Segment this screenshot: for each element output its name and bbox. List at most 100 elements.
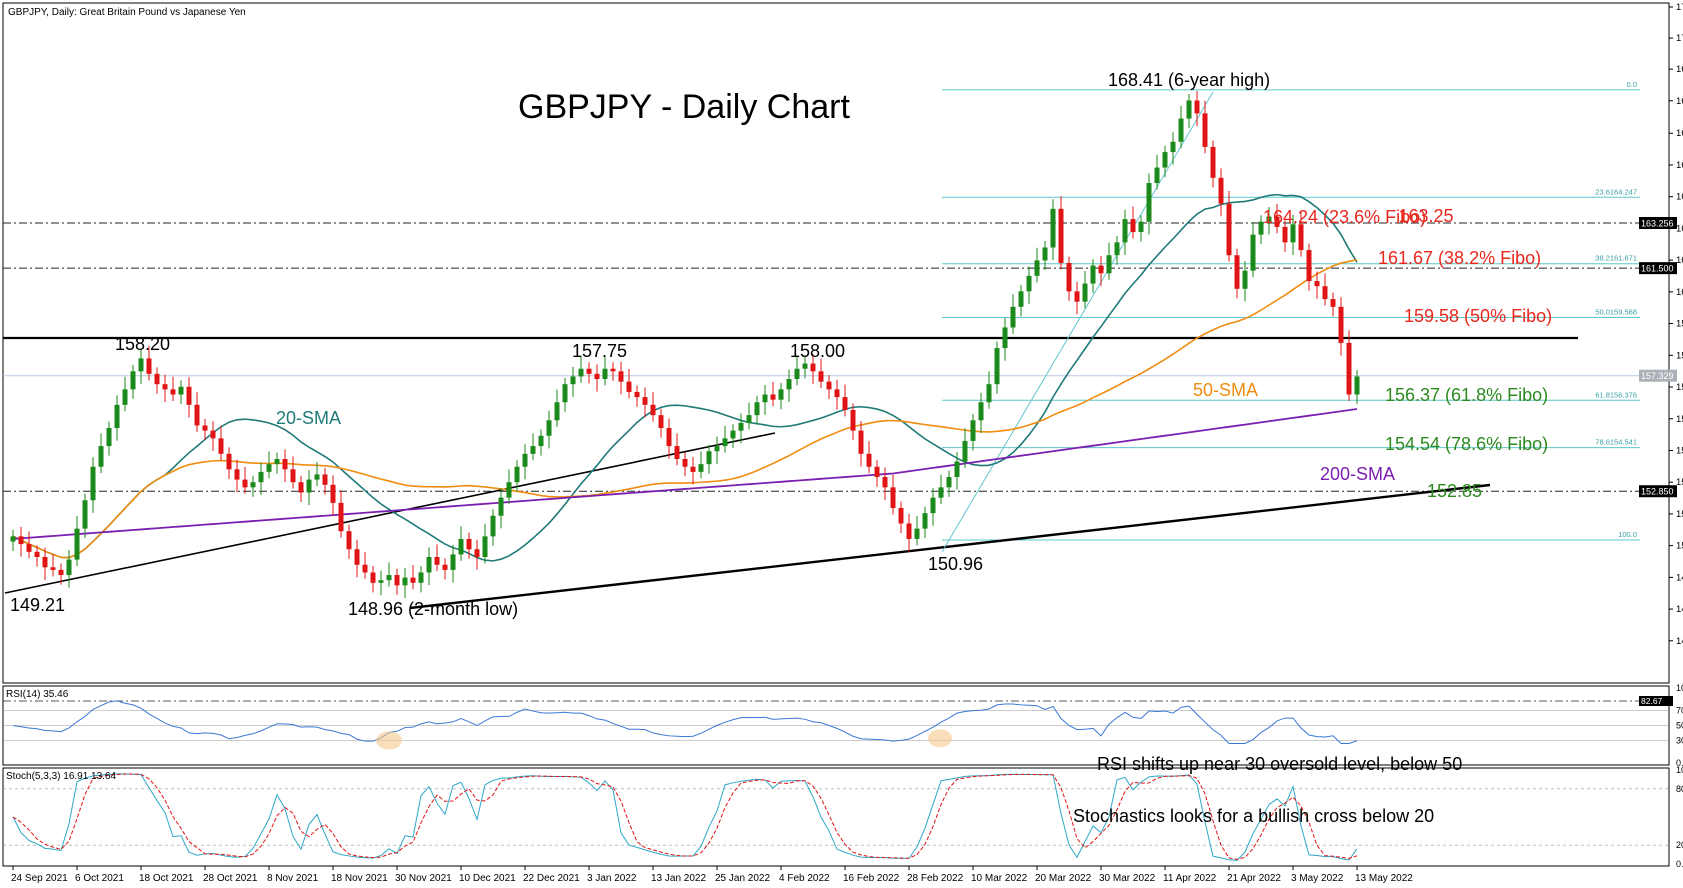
level-tag: 161.500 — [1641, 264, 1674, 274]
candle — [322, 474, 328, 485]
current-price-tag: 157.329 — [1641, 371, 1674, 381]
candle — [1210, 146, 1216, 178]
candle — [1186, 100, 1192, 119]
price-tick-label: 163.040 — [1676, 223, 1683, 234]
candle — [458, 538, 464, 555]
candle — [970, 420, 976, 441]
candle — [1082, 283, 1088, 302]
date-tick-label: 28 Feb 2022 — [907, 873, 964, 884]
candle — [810, 363, 816, 372]
annotation-6-year-high: 168.41 (6-year high) — [1108, 70, 1270, 90]
candle — [674, 446, 680, 459]
fibo-tag-50.0: 50.0159.588 — [1595, 307, 1637, 316]
note-fibo-78-6: 154.54 (78.6% Fibo) — [1385, 434, 1548, 454]
stochastic-title: Stoch(5,3,3) 16.91 13.64 — [6, 771, 117, 782]
candle — [1258, 221, 1264, 235]
candle — [1074, 291, 1080, 302]
rsi-title: RSI(14) 35.46 — [6, 689, 69, 700]
candle — [794, 368, 800, 380]
candle — [402, 577, 408, 586]
fibo-tag-38.2: 38.2161.671 — [1595, 254, 1637, 263]
candle — [1298, 224, 1304, 251]
label-20-sma: 20-SMA — [276, 408, 341, 428]
candle — [602, 368, 608, 380]
candle — [1330, 299, 1336, 307]
candle — [570, 376, 576, 385]
candle — [1274, 216, 1280, 227]
candle — [842, 397, 848, 410]
candle — [314, 474, 320, 480]
candle — [1122, 219, 1128, 243]
stochastic-indicator: 100.00 80.00 20.00 0.00 — [3, 765, 1683, 869]
candle — [962, 440, 968, 462]
candle — [658, 415, 664, 429]
candle — [946, 477, 952, 488]
date-tick-label: 10 Dec 2021 — [459, 873, 516, 884]
candle — [858, 430, 864, 454]
candle — [634, 391, 640, 398]
candle — [738, 422, 744, 431]
candle — [426, 556, 432, 573]
rsi-note: RSI shifts up near 30 oversold level, be… — [1097, 754, 1462, 774]
candle — [1130, 219, 1136, 233]
price-tick-label: 158.120 — [1676, 350, 1683, 361]
candle — [1010, 306, 1016, 328]
candle — [578, 368, 584, 377]
candle — [234, 469, 240, 480]
candle — [242, 479, 248, 488]
symbol-header: GBPJPY, Daily: Great Britain Pound vs Ja… — [8, 7, 246, 18]
rsi-oversold-marker — [928, 729, 952, 748]
candle — [586, 368, 592, 374]
sma-200-line — [12, 408, 1358, 540]
candle — [1050, 208, 1056, 248]
date-tick-label: 28 Oct 2021 — [203, 873, 258, 884]
candle — [266, 464, 272, 472]
fibo-tag-78.6: 78.6154.541 — [1595, 438, 1637, 447]
candle — [682, 458, 688, 467]
date-tick-label: 18 Oct 2021 — [139, 873, 194, 884]
candle — [1090, 265, 1096, 284]
stochastic-signal-line — [12, 773, 1358, 860]
horizontal-levels: 163.256 161.500 152.850 157.329 — [3, 217, 1677, 498]
candle — [754, 402, 760, 416]
candle — [930, 497, 936, 514]
candle — [210, 430, 216, 439]
candle — [74, 528, 80, 560]
candle — [506, 482, 512, 498]
candle — [562, 384, 568, 403]
rsi-tick-label: 30.00 — [1676, 736, 1683, 746]
candle — [1154, 167, 1160, 184]
date-tick-label: 3 Jan 2022 — [587, 873, 637, 884]
candle — [986, 384, 992, 403]
candle — [1242, 270, 1248, 289]
ascending-support-trendline — [409, 483, 1491, 610]
date-tick-label: 3 May 2022 — [1291, 873, 1344, 884]
candle — [18, 536, 24, 545]
candle — [34, 551, 40, 557]
candle — [418, 572, 424, 583]
annotation-149-21: 149.21 — [10, 595, 65, 615]
candle — [1178, 118, 1184, 142]
candle — [1266, 216, 1272, 222]
rsi-tick-label: 82.67 — [1641, 696, 1663, 706]
candle — [66, 559, 72, 576]
candle — [114, 404, 120, 429]
candle — [378, 580, 384, 583]
rsi-tick-label: 50.00 — [1676, 721, 1683, 731]
candle — [730, 430, 736, 439]
candle — [282, 458, 288, 470]
price-tick-label: 170.420 — [1676, 33, 1683, 44]
candle — [410, 577, 416, 583]
candle — [474, 549, 480, 557]
candle — [170, 389, 176, 395]
fibo-tag-61.8: 61.8156.376 — [1595, 390, 1637, 399]
stochastic-note: Stochastics looks for a bullish cross be… — [1073, 806, 1434, 826]
date-tick-label: 6 Oct 2021 — [75, 873, 124, 884]
candle — [594, 373, 600, 380]
annotation-157-75: 157.75 — [572, 341, 627, 361]
price-tick-label: 155.660 — [1676, 414, 1683, 425]
candle — [122, 389, 128, 405]
candle — [1170, 141, 1176, 153]
candle — [466, 538, 472, 550]
date-tick-label: 22 Dec 2021 — [523, 873, 580, 884]
